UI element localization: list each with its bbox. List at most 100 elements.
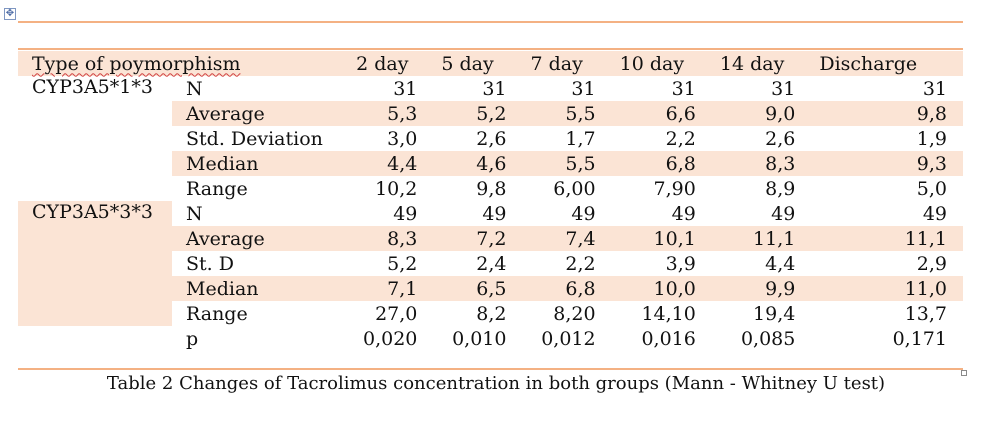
stat-label-cell: N [172,76,349,101]
value-cell: 5,3 [348,101,434,126]
stat-label-cell: Std. Deviation [172,126,349,151]
table-resize-handle-icon[interactable] [961,370,967,376]
table-row: Range 10,2 9,8 6,00 7,90 8,9 5,0 [18,176,963,201]
value-cell: 31 [348,76,434,101]
value-cell: 5,5 [522,101,612,126]
value-cell: 31 [611,76,712,101]
table-row: Std. Deviation 3,0 2,6 1,7 2,2 2,6 1,9 [18,126,963,151]
value-cell: 31 [711,76,812,101]
value-cell: 2,4 [433,251,523,276]
table-row: Median 4,4 4,6 5,5 6,8 8,3 9,3 [18,151,963,176]
stat-label-cell: Range [172,301,349,326]
value-cell: 49 [611,201,712,226]
value-cell: 11,0 [811,276,963,301]
value-cell: 31 [811,76,963,101]
value-cell: 4,4 [711,251,812,276]
table-row: CYP3A5*1*3 N 31 31 31 31 31 31 [18,76,963,201]
value-cell: 2,2 [611,126,712,151]
value-cell: 7,1 [348,276,434,301]
value-cell: 9,3 [811,151,963,176]
value-cell: 4,4 [348,151,434,176]
value-cell: 9,9 [711,276,812,301]
table-row: CYP3A5*3*3 N 49 49 49 49 49 49 [18,201,963,326]
value-cell: 11,1 [811,226,963,251]
stat-label-cell: Range [172,176,349,201]
value-cell: 5,2 [348,251,434,276]
table-row: Average 8,3 7,2 7,4 10,1 11,1 11,1 [18,226,963,251]
table-header-rule [18,48,963,50]
stat-label-cell: Median [172,151,349,176]
table-top-rule [18,21,963,23]
value-cell: 49 [433,201,523,226]
header-day-7: 7 day [530,52,583,75]
p-value-row: p 0,020 0,010 0,012 0,016 0,085 0,171 [18,326,963,351]
stat-label-cell: Average [172,226,349,251]
value-cell: 7,2 [433,226,523,251]
header-day-10: 10 day [619,52,685,75]
value-cell: 2,2 [522,251,612,276]
value-cell: 49 [522,201,612,226]
stat-label-cell: Average [172,101,349,126]
value-cell: 10,1 [611,226,712,251]
value-cell: 8,3 [348,226,434,251]
value-cell: 9,8 [811,101,963,126]
value-cell: 3,9 [611,251,712,276]
value-cell: 27,0 [348,301,434,326]
value-cell: 13,7 [811,301,963,326]
value-cell: 9,0 [711,101,812,126]
value-cell: 8,2 [433,301,523,326]
table-row: Average 5,3 5,2 5,5 6,6 9,0 9,8 [18,101,963,126]
table-header-row: Type of poymorphism 2 day 5 day 7 day 10… [18,51,963,76]
stat-label-cell: St. D [172,251,349,276]
table-caption: Table 2 Changes of Tacrolimus concentrat… [106,373,886,394]
value-cell: 6,5 [433,276,523,301]
value-cell: 9,8 [433,176,523,201]
value-cell: 7,90 [611,176,712,201]
value-cell: 3,0 [348,126,434,151]
group-name-cell: CYP3A5*3*3 [18,201,172,326]
header-day-14: 14 day [719,52,785,75]
value-cell: 49 [711,201,812,226]
stat-label-cell: N [172,201,349,226]
header-day-2: 2 day [356,52,409,75]
value-cell: 4,6 [433,151,523,176]
value-cell: 6,6 [611,101,712,126]
table-row: Range 27,0 8,2 8,20 14,10 19,4 13,7 [18,301,963,326]
value-cell: 2,9 [811,251,963,276]
value-cell: 5,0 [811,176,963,201]
value-cell: 8,3 [711,151,812,176]
value-cell: 5,5 [522,151,612,176]
table-row: Median 7,1 6,5 6,8 10,0 9,9 11,0 [18,276,963,301]
value-cell: 31 [522,76,612,101]
value-cell: 10,2 [348,176,434,201]
value-cell: 14,10 [611,301,712,326]
value-cell: 19,4 [711,301,812,326]
value-cell: 6,8 [611,151,712,176]
p-value-cell: 0,016 [641,327,696,350]
header-day-5: 5 day [441,52,494,75]
value-cell: 8,9 [711,176,812,201]
value-cell: 6,00 [522,176,612,201]
value-cell: 8,20 [522,301,612,326]
p-value-cell: 0,085 [740,327,796,350]
table-row: St. D 5,2 2,4 2,2 3,9 4,4 2,9 [18,251,963,276]
header-type-cell: Type of poymorphism [18,51,348,76]
value-cell: 7,4 [522,226,612,251]
value-cell: 49 [811,201,963,226]
value-cell: 5,2 [433,101,523,126]
p-value-cell: 0,010 [452,327,507,350]
table-move-handle-icon[interactable]: ✥ [4,8,16,20]
value-cell: 6,8 [522,276,612,301]
p-row-empty-cell [18,326,172,351]
value-cell: 31 [433,76,523,101]
stat-label-cell: Median [172,276,349,301]
table-bottom-rule [18,368,963,370]
p-value-cell: 0,171 [892,327,947,350]
value-cell: 1,9 [811,126,963,151]
p-label-cell: p [186,327,199,350]
value-cell: 1,7 [522,126,612,151]
p-value-cell: 0,020 [362,327,418,350]
value-cell: 2,6 [711,126,812,151]
tacrolimus-table: Type of poymorphism 2 day 5 day 7 day 10… [18,51,963,351]
value-cell: 49 [348,201,434,226]
